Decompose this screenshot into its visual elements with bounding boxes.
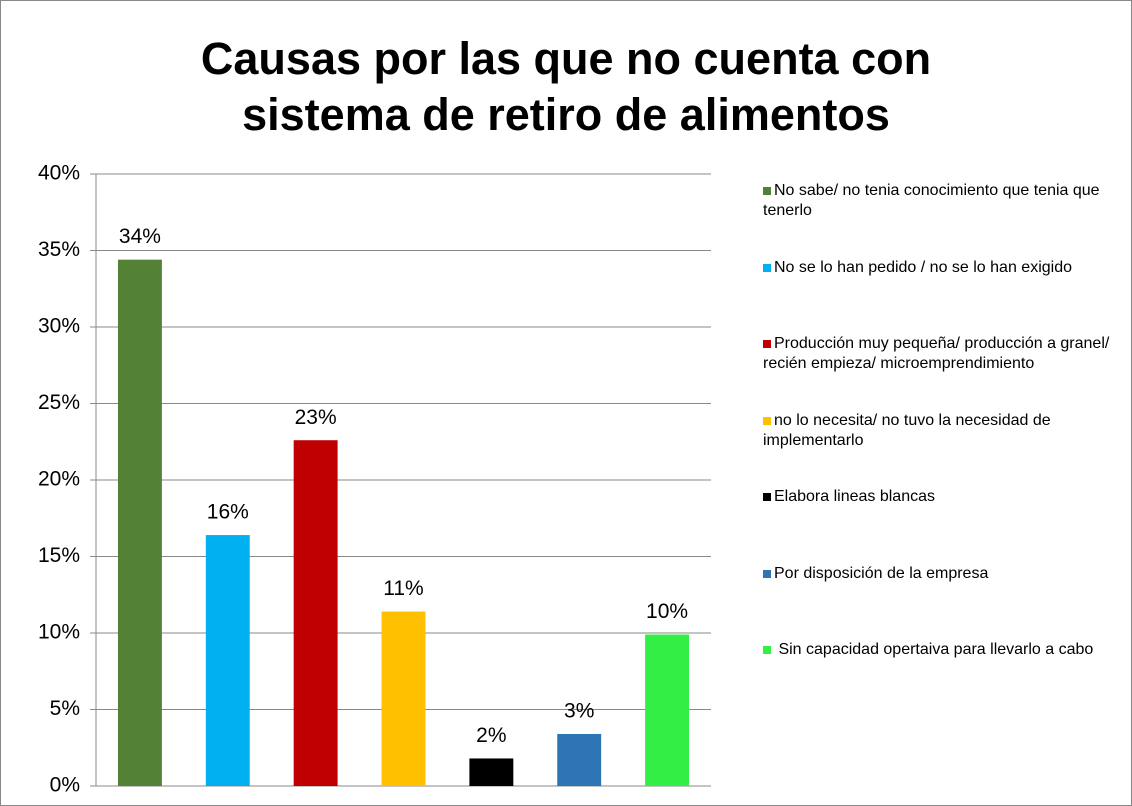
- bar: [293, 440, 338, 786]
- legend-label: Producción muy pequeña/ producción a gra…: [763, 335, 1110, 372]
- y-tick-label: 10%: [38, 621, 80, 644]
- legend-label: Por disposición de la empresa: [774, 564, 989, 582]
- legend-swatch: [763, 646, 771, 654]
- y-tick-label: 30%: [38, 315, 80, 338]
- legend-item: Por disposición de la empresa: [763, 564, 1131, 584]
- data-label: 16%: [207, 501, 249, 524]
- bar: [645, 634, 690, 786]
- legend-label: No se lo han pedido / no se lo han exigi…: [774, 258, 1072, 276]
- data-label: 10%: [646, 600, 688, 623]
- legend-swatch: [763, 569, 771, 578]
- legend-swatch: [763, 263, 771, 272]
- legend-swatch: [763, 187, 771, 195]
- legend-item: no lo necesita/ no tuvo la necesidad de …: [763, 411, 1131, 451]
- y-tick-label: 25%: [38, 391, 80, 414]
- y-tick-label: 15%: [38, 544, 80, 567]
- legend-swatch: [763, 416, 771, 425]
- y-tick-label: 40%: [38, 162, 80, 185]
- bar: [469, 758, 514, 786]
- legend-item: No sabe/ no tenia conocimiento que tenia…: [763, 181, 1131, 221]
- bar: [557, 733, 602, 786]
- data-label: 11%: [383, 577, 423, 600]
- bar: [117, 259, 162, 786]
- legend-item: Elabora lineas blancas: [763, 487, 1131, 507]
- legend-swatch: [763, 340, 771, 348]
- legend-label: no lo necesita/ no tuvo la necesidad de …: [763, 411, 1051, 449]
- chart-title: Causas por las que no cuenta con sistema…: [200, 33, 932, 140]
- legend-item: No se lo han pedido / no se lo han exigi…: [763, 258, 1131, 278]
- y-tick-label: 20%: [38, 468, 80, 491]
- bar: [205, 535, 250, 786]
- data-label: 3%: [564, 700, 594, 723]
- y-tick-label: 0%: [50, 774, 80, 797]
- legend-label: Sin capacidad opertaiva para llevarlo a …: [774, 641, 1094, 658]
- legend-item: Producción muy pequeña/ producción a gra…: [763, 334, 1131, 374]
- y-tick-label: 35%: [38, 238, 80, 261]
- legend-label: No sabe/ no tenia conocimiento que tenia…: [763, 182, 1100, 219]
- y-tick-label: 5%: [50, 697, 80, 720]
- legend-label: Elabora lineas blancas: [774, 488, 935, 505]
- legend-item: Sin capacidad opertaiva para llevarlo a …: [763, 640, 1131, 660]
- data-label: 23%: [295, 406, 337, 429]
- data-label: 34%: [119, 225, 161, 248]
- data-label: 2%: [476, 724, 506, 747]
- bar: [381, 611, 426, 786]
- legend-swatch: [763, 493, 771, 501]
